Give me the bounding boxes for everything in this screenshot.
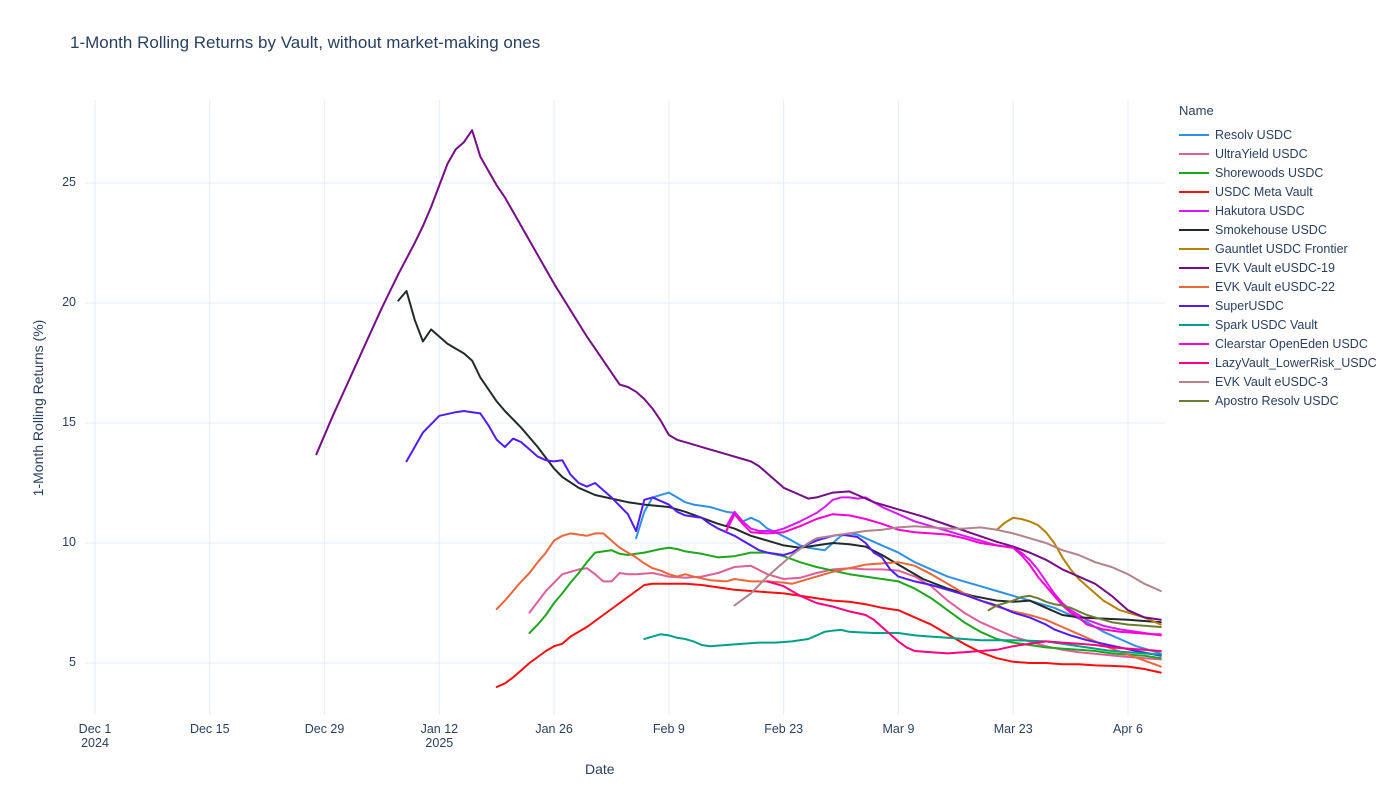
legend-item-label: SuperUSDC: [1215, 298, 1284, 313]
legend-item-shorewoods-usdc[interactable]: Shorewoods USDC: [1179, 163, 1377, 182]
legend-item-smokehouse-usdc[interactable]: Smokehouse USDC: [1179, 220, 1377, 239]
legend-line-swatch: [1179, 323, 1209, 326]
legend-line-swatch: [1179, 285, 1209, 288]
series-line-smokehouse-usdc[interactable]: [397, 290, 1162, 624]
series-line-evk-vault-eusdc-3[interactable]: [733, 525, 1162, 607]
legend-item-label: USDC Meta Vault: [1215, 184, 1313, 199]
x-tick-label: Jan 12 2025: [420, 722, 459, 750]
legend-line-swatch: [1179, 133, 1209, 136]
legend-line-swatch: [1179, 266, 1209, 269]
legend-line-swatch: [1179, 304, 1209, 307]
legend-item-label: Apostro Resolv USDC: [1215, 393, 1339, 408]
legend-line-swatch: [1179, 152, 1209, 155]
legend-item-label: UltraYield USDC: [1215, 146, 1308, 161]
legend-line-swatch: [1179, 171, 1209, 174]
x-tick-label: Apr 6: [1113, 722, 1143, 736]
legend-item-label: Clearstar OpenEden USDC: [1215, 336, 1368, 351]
legend-item-usdc-meta-vault[interactable]: USDC Meta Vault: [1179, 182, 1377, 201]
legend-item-label: Hakutora USDC: [1215, 203, 1305, 218]
legend-line-swatch: [1179, 342, 1209, 345]
y-tick-label: 5: [69, 655, 76, 669]
legend-item-hakutora-usdc[interactable]: Hakutora USDC: [1179, 201, 1377, 220]
x-tick-label: Jan 26: [535, 722, 573, 736]
legend-item-label: Resolv USDC: [1215, 127, 1293, 142]
legend-line-swatch: [1179, 228, 1209, 231]
legend-line-swatch: [1179, 380, 1209, 383]
legend-item-evk-vault-eusdc-3[interactable]: EVK Vault eUSDC-3: [1179, 372, 1377, 391]
legend-item-evk-vault-eusdc-22[interactable]: EVK Vault eUSDC-22: [1179, 277, 1377, 296]
y-tick-label: 25: [62, 175, 76, 189]
legend-item-label: EVK Vault eUSDC-19: [1215, 260, 1335, 275]
legend-item-clearstar-openeden-usdc[interactable]: Clearstar OpenEden USDC: [1179, 334, 1377, 353]
legend: Name Resolv USDC UltraYield USDC Shorewood…: [1179, 103, 1377, 410]
series-line-lazyvault-lowerrisk-usdc[interactable]: [766, 580, 1162, 655]
legend-item-evk-vault-eusdc-19[interactable]: EVK Vault eUSDC-19: [1179, 258, 1377, 277]
legend-item-resolv-usdc[interactable]: Resolv USDC: [1179, 125, 1377, 144]
series-line-superusdc[interactable]: [405, 410, 1162, 657]
legend-item-gauntlet-usdc-frontier[interactable]: Gauntlet USDC Frontier: [1179, 239, 1377, 258]
series-line-evk-vault-eusdc-22[interactable]: [495, 532, 1162, 668]
y-axis-title: 1-Month Rolling Returns (%): [30, 319, 46, 497]
legend-item-label: Gauntlet USDC Frontier: [1215, 241, 1348, 256]
legend-items: Resolv USDC UltraYield USDC Shorewoods USD…: [1179, 125, 1377, 410]
y-tick-label: 20: [62, 295, 76, 309]
legend-line-swatch: [1179, 247, 1209, 250]
y-tick-label: 15: [62, 415, 76, 429]
series-line-clearstar-openeden-usdc[interactable]: [725, 513, 1162, 636]
x-tick-label: Mar 9: [882, 722, 915, 736]
series-line-evk-vault-eusdc-19[interactable]: [315, 129, 1162, 621]
x-tick-label: Dec 1 2024: [78, 722, 112, 750]
legend-item-label: EVK Vault eUSDC-3: [1215, 374, 1329, 389]
x-tick-label: Feb 23: [764, 722, 804, 736]
legend-line-swatch: [1179, 190, 1209, 193]
legend-item-apostro-resolv-usdc[interactable]: Apostro Resolv USDC: [1179, 391, 1377, 410]
legend-item-lazyvault-lowerrisk-usdc[interactable]: LazyVault_LowerRisk_USDC: [1179, 353, 1377, 372]
legend-item-superusdc[interactable]: SuperUSDC: [1179, 296, 1377, 315]
series-line-gauntlet-usdc-frontier[interactable]: [995, 516, 1162, 626]
chart-title: 1-Month Rolling Returns by Vault, withou…: [70, 33, 541, 52]
y-tick-label: 10: [62, 535, 76, 549]
x-tick-label: Dec 29: [304, 722, 345, 736]
legend-item-label: LazyVault_LowerRisk_USDC: [1215, 355, 1377, 370]
legend-line-swatch: [1179, 361, 1209, 364]
legend-item-label: Spark USDC Vault: [1215, 317, 1318, 332]
series-line-ultrayield-usdc[interactable]: [528, 564, 1162, 661]
series-line-hakutora-usdc[interactable]: [725, 496, 1162, 637]
legend-item-spark-usdc-vault[interactable]: Spark USDC Vault: [1179, 315, 1377, 334]
series-line-usdc-meta-vault[interactable]: [495, 582, 1162, 688]
x-tick-label: Mar 23: [993, 722, 1033, 736]
x-tick-label: Dec 15: [189, 722, 230, 736]
legend-item-ultrayield-usdc[interactable]: UltraYield USDC: [1179, 144, 1377, 163]
x-tick-label: Feb 9: [652, 722, 685, 736]
series-line-apostro-resolv-usdc[interactable]: [987, 594, 1162, 628]
x-axis-title: Date: [585, 761, 615, 777]
legend-line-swatch: [1179, 209, 1209, 212]
legend-line-swatch: [1179, 399, 1209, 402]
legend-item-label: Smokehouse USDC: [1215, 222, 1327, 237]
legend-title: Name: [1179, 103, 1214, 118]
legend-item-label: EVK Vault eUSDC-22: [1215, 279, 1335, 294]
legend-item-label: Shorewoods USDC: [1215, 165, 1324, 180]
